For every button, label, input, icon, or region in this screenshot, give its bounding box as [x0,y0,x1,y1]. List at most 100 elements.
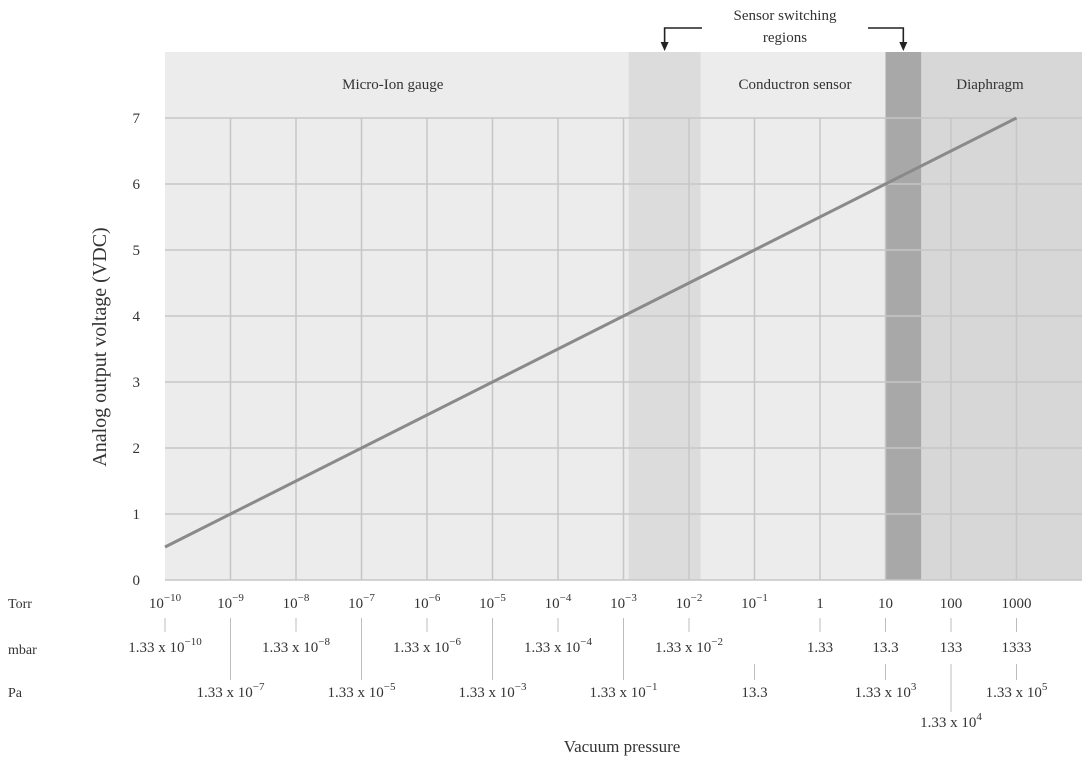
scale-tick-torr: 10−5 [479,592,506,612]
tick-base: 1.33 x 10 [524,640,580,656]
scale-tick-mbar: 13.3 [872,640,898,656]
tick-exponent: −2 [711,636,723,648]
grid [165,117,1082,581]
scale-tick-pa: 1.33 x 10−5 [328,681,396,701]
scale-tick-torr: 10−6 [414,592,441,612]
tick-exponent: −5 [384,681,396,693]
scale-tick-pa: 1.33 x 10−1 [590,681,658,701]
scale-tick-mbar: 1.33 x 10−2 [655,636,723,656]
y-tick-label-7: 7 [133,111,141,127]
tick-exponent: −7 [253,681,265,693]
tick-exponent: −6 [429,592,441,604]
region-label-2: Diaphragm [956,77,1024,93]
tick-exponent: −5 [494,592,506,604]
region-labels: Micro-Ion gauge Conductron sensor Diaphrag… [342,77,1024,93]
tick-exponent: −3 [625,592,637,604]
tick-exponent: −4 [580,636,592,648]
tick-base: 1.33 x 10 [197,685,253,701]
scale-tick-pa: 1.33 x 10−7 [197,681,265,701]
tick-exponent: −1 [756,592,768,604]
tick-exponent: −2 [691,592,703,604]
tick-exponent: −1 [646,681,658,693]
scale-tick-mbar: 1333 [1002,640,1032,656]
y-tick-label-5: 5 [133,243,141,259]
tick-base: 1.33 x 10 [393,640,449,656]
scale-tick-torr: 10−9 [217,592,244,612]
series-line-0 [164,116,1018,549]
tick-exponent: −10 [185,636,203,648]
scale-tick-torr: 10−3 [610,592,637,612]
scale-tick-torr: 10−8 [283,592,310,612]
y-tick-label-1: 1 [133,507,141,523]
tick-exponent: −4 [560,592,572,604]
scale-tick-mbar: 1.33 x 10−4 [524,636,592,656]
tick-exponent: −9 [232,592,244,604]
tick-base: 10 [610,596,625,612]
tick-base: 133 [940,640,963,656]
tick-base: 1333 [1002,640,1032,656]
y-tick-label-6: 6 [133,177,141,193]
tick-base: 1.33 x 10 [655,640,711,656]
switching-annotation-line-2: regions [763,30,807,46]
y-axis-title: Analog output voltage (VDC) [89,227,111,466]
region-label-0: Micro-Ion gauge [342,77,444,93]
tick-exponent: −6 [449,636,461,648]
scale-tick-torr: 1000 [1002,596,1032,612]
x-axis-title: Vacuum pressure [564,737,681,756]
y-tick-label-3: 3 [133,375,141,391]
series-lines [164,116,1018,549]
tick-exponent: −7 [363,592,375,604]
scale-tick-pa: 13.3 [741,685,767,701]
scale-row-label-torr: Torr [8,597,32,612]
tick-base: 13.3 [741,685,767,701]
scale-tick-mbar: 1.33 x 10−10 [128,636,202,656]
switching-annotation-line-1: Sensor switching [734,8,837,24]
tick-base: 1 [816,596,824,612]
tick-base: 1.33 x 10 [328,685,384,701]
tick-exponent: −8 [298,592,310,604]
scale-row-label-mbar: mbar [8,643,37,658]
tick-base: 10 [741,596,756,612]
pressure-scale-rows: Torr 10−10 10−9 10−8 10−7 10−6 10−5 10−4 10−3 10−… [8,592,1048,731]
switching-annotation: Sensor switching regions [660,8,908,51]
arrow-left-line [663,27,702,44]
scale-tick-torr: 100 [940,596,963,612]
scale-tick-torr: 1 [816,596,824,612]
tick-exponent: −8 [318,636,330,648]
tick-base: 1.33 [807,640,833,656]
tick-base: 1.33 x 10 [262,640,318,656]
tick-base: 10 [217,596,232,612]
y-tick-label-2: 2 [133,441,141,457]
tick-base: 13.3 [872,640,898,656]
scale-tick-torr: 10−2 [676,592,703,612]
arrow-right-head [899,42,908,51]
tick-base: 1.33 x 10 [920,715,976,731]
tick-base: 10 [676,596,691,612]
tick-exponent: 3 [911,681,917,693]
tick-exponent: 4 [976,711,982,723]
tick-base: 10 [348,596,363,612]
tick-base: 1.33 x 10 [459,685,515,701]
y-tick-label-4: 4 [133,309,141,325]
scale-tick-mbar: 1.33 x 10−8 [262,636,330,656]
scale-tick-torr: 10−1 [741,592,768,612]
tick-base: 10 [479,596,494,612]
scale-tick-pa: 1.33 x 103 [855,681,917,701]
scale-tick-pa: 1.33 x 10−3 [459,681,527,701]
scale-row-label-pa: Pa [8,686,23,701]
scale-tick-torr: 10 [878,596,893,612]
tick-base: 10 [878,596,893,612]
arrow-left-head [660,42,669,51]
tick-base: 10 [545,596,560,612]
y-axis: 0 1 2 3 4 5 6 7 [133,111,141,589]
scale-tick-mbar: 133 [940,640,963,656]
y-tick-label-0: 0 [133,573,141,589]
scale-tick-torr: 10−4 [545,592,572,612]
tick-base: 100 [940,596,963,612]
tick-base: 1.33 x 10 [986,685,1042,701]
scale-tick-pa: 1.33 x 104 [920,711,982,731]
tick-base: 10 [149,596,164,612]
tick-base: 10 [283,596,298,612]
scale-tick-mbar: 1.33 x 10−6 [393,636,461,656]
